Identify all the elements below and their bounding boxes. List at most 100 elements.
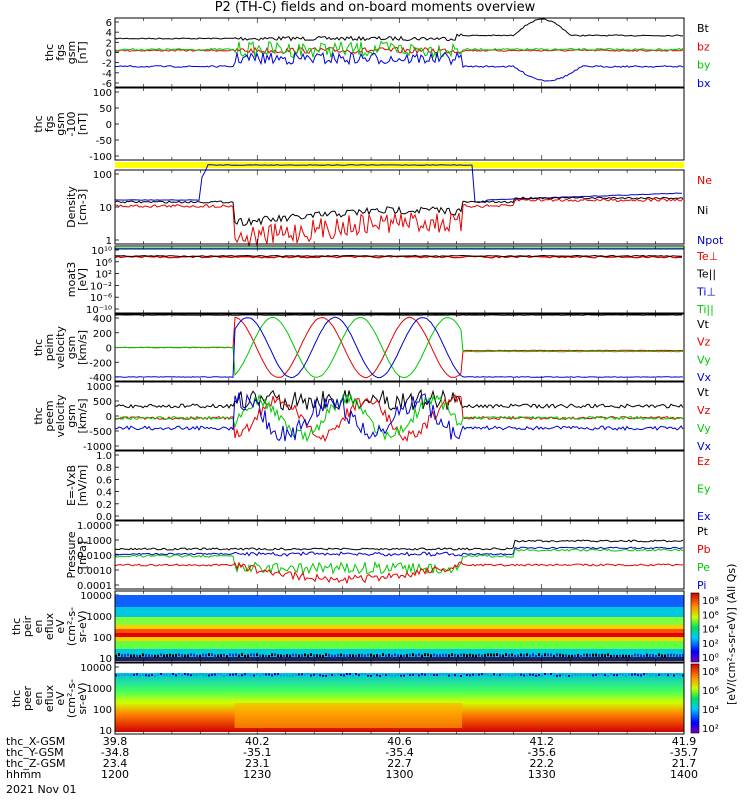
- spectrogram-cell: [238, 654, 240, 658]
- series-ni: [114, 196, 684, 227]
- spectrogram-cell: [157, 673, 159, 676]
- spectrogram-cell: [523, 653, 525, 657]
- spectrogram-cell: [415, 673, 417, 676]
- spectrogram-cell: [274, 653, 276, 657]
- spectrogram-cell: [184, 654, 186, 658]
- y-tick-label: 1000: [87, 684, 112, 695]
- spectrogram-cell: [217, 673, 219, 676]
- spectrogram-cell: [340, 674, 342, 677]
- spectrogram-cell: [424, 653, 426, 657]
- spectrogram-cell: [463, 673, 465, 676]
- spectrogram-cell: [571, 654, 573, 658]
- spectrogram-cell: [451, 653, 453, 657]
- spectrogram-cell: [661, 654, 663, 658]
- spectrogram-cell: [475, 673, 477, 676]
- y-tick-label: 6: [106, 18, 112, 29]
- spectrogram-cell: [175, 653, 177, 657]
- y-tick-label: 4: [106, 28, 112, 39]
- spectrogram-cell: [301, 673, 303, 676]
- y-axis-label: fgs: [43, 115, 56, 132]
- spectrogram-cell: [214, 673, 216, 676]
- spectrogram-cell: [157, 654, 159, 658]
- spectrogram-cell: [331, 673, 333, 676]
- x-axis-row-label: thc_Z-GSM: [6, 757, 66, 770]
- spectrogram-cell: [277, 673, 279, 676]
- y-tick-label: 10: [99, 726, 112, 737]
- y-tick-label: 10000: [80, 591, 112, 602]
- spectrogram-cell: [382, 673, 384, 676]
- spectrogram-cell: [496, 653, 498, 657]
- y-axis-label: (cm²-s-: [65, 679, 78, 718]
- spectrogram-band: [115, 629, 684, 633]
- spectrogram-cell: [553, 654, 555, 658]
- spectrogram-cell: [334, 654, 336, 658]
- spectrogram-cell: [532, 673, 534, 676]
- spectrogram-cell: [628, 654, 630, 658]
- series-pi: [114, 546, 684, 557]
- x-axis-value: 23.1: [245, 757, 270, 770]
- panel-efield: E=-VxB[mV/m] 1.00.80.6 0.40.20.0 Ez Ey Ex: [65, 450, 711, 523]
- spectrogram-cell: [181, 654, 183, 658]
- legend-pi: Pi: [697, 579, 706, 592]
- x-axis-value: 1300: [386, 768, 414, 781]
- spectrogram-cell: [601, 673, 603, 676]
- legend-pe: Pe: [697, 561, 710, 574]
- colorbar-scale: [690, 592, 700, 663]
- spectrogram-cell: [595, 653, 597, 657]
- legend-ti||: Ti||: [696, 303, 714, 316]
- spectrogram-cell: [682, 653, 684, 657]
- y-axis-label: thc: [10, 690, 23, 707]
- spectrogram-cell: [670, 673, 672, 676]
- spectrogram-cell: [463, 653, 465, 657]
- legend-vx: Vx: [697, 371, 712, 384]
- y-axis-label: [cm-3]: [76, 189, 89, 225]
- y-axis-label: [nT]: [76, 41, 89, 63]
- legend-pt: Pt: [697, 525, 709, 538]
- spectrogram-cell: [145, 674, 147, 677]
- y-tick-label: 10⁻²: [90, 281, 112, 292]
- y-tick-label: 1000: [87, 382, 112, 393]
- spectrogram-cell: [133, 654, 135, 658]
- spectrogram-cell: [562, 654, 564, 658]
- spectrogram-cell: [385, 654, 387, 658]
- spectrogram-cell: [190, 653, 192, 657]
- spectrogram-cell: [655, 654, 657, 658]
- legend-bx: bx: [697, 77, 711, 90]
- series-vx: [114, 316, 684, 379]
- spectrogram-cell: [172, 673, 174, 676]
- y-axis-label: sr-eV): [76, 610, 89, 642]
- legend-te||: Te||: [696, 268, 716, 281]
- spectrogram-cell: [601, 653, 603, 657]
- spectrogram-cell: [205, 653, 207, 657]
- spectrogram-cell: [217, 654, 219, 658]
- spectrogram-cell: [556, 653, 558, 657]
- spectrogram-cell: [208, 653, 210, 657]
- spectrogram-cell: [508, 654, 510, 658]
- spectrogram-cell: [568, 674, 570, 677]
- spectrogram-cell: [397, 654, 399, 658]
- spectrogram-cell: [352, 654, 354, 658]
- spectrogram-cell: [325, 653, 327, 657]
- spectrogram-cell: [628, 673, 630, 676]
- spectrogram-cell: [220, 653, 222, 657]
- spectrogram-cell: [586, 653, 588, 657]
- spectrogram-cell: [604, 654, 606, 658]
- panel-data: [115, 673, 684, 732]
- spectrogram-cell: [268, 673, 270, 676]
- spectrogram-band: [115, 649, 684, 657]
- y-axis-label: eflux: [43, 612, 56, 640]
- spectrogram-cell: [583, 653, 585, 657]
- spectrogram-cell: [529, 673, 531, 676]
- spectrogram-cell: [619, 673, 621, 676]
- spectrogram-cell: [469, 674, 471, 677]
- spectrogram-cell: [232, 673, 234, 676]
- spectrogram-cell: [541, 654, 543, 658]
- spectrogram-cell: [337, 673, 339, 676]
- spectrogram-cell: [319, 674, 321, 677]
- spectrogram-cell: [124, 673, 126, 676]
- spectrogram-cell: [634, 673, 636, 676]
- x-axis-value: 22.2: [530, 757, 555, 770]
- spectrogram-cell: [394, 653, 396, 657]
